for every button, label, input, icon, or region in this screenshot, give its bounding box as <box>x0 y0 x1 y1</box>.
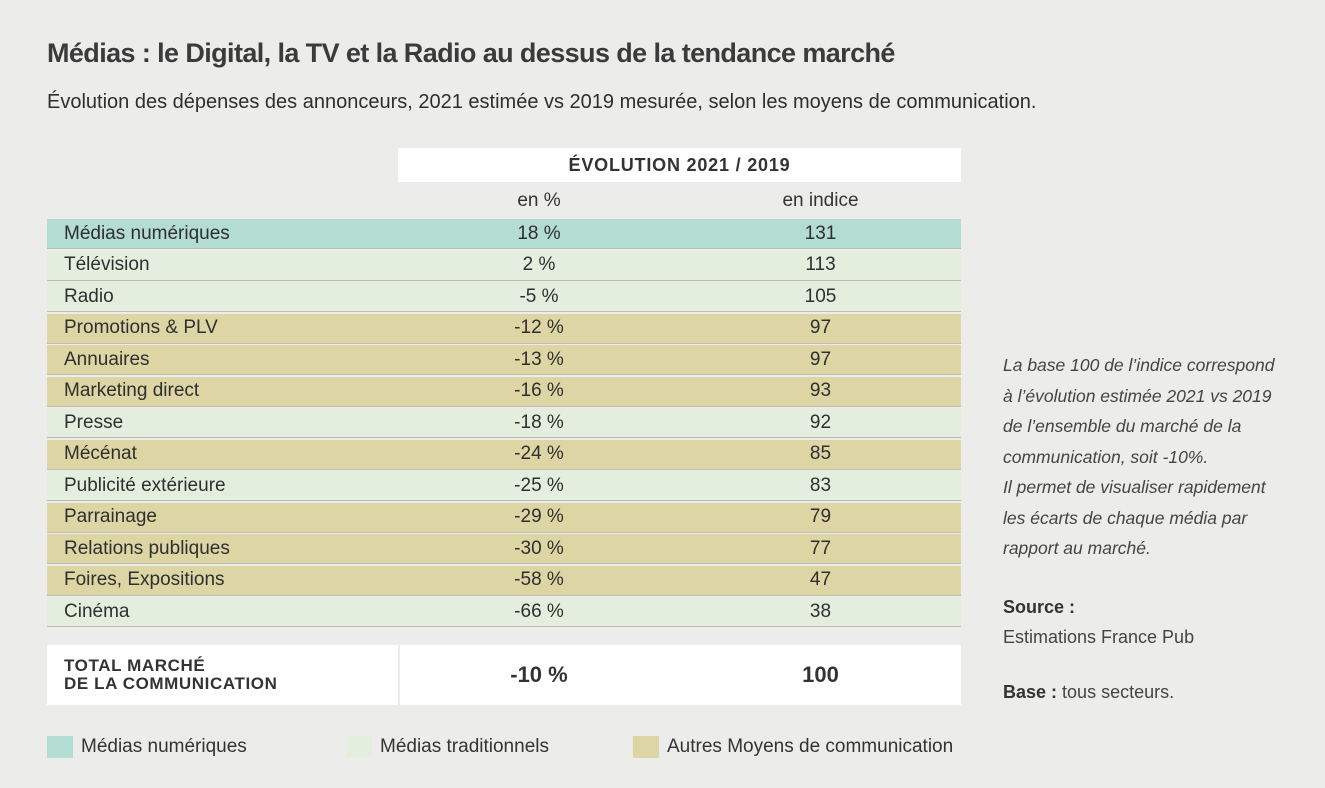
row-label: Mécénat <box>64 443 137 464</box>
source-value: Estimations France Pub <box>1003 627 1195 647</box>
total-label: TOTAL MARCHÉ DE LA COMMUNICATION <box>47 657 398 693</box>
legend-swatch-numeriques <box>47 736 73 758</box>
table-row: Annuaires -13 % 97 <box>47 345 961 375</box>
row-pct-value: -13 % <box>514 348 564 370</box>
row-label: Relations publiques <box>64 537 230 559</box>
total-label-line2: DE LA COMMUNICATION <box>64 674 278 693</box>
row-label: Foires, Expositions <box>64 569 225 590</box>
index-note: La base 100 de l’indice correspond à l’é… <box>1003 350 1303 564</box>
legend-item-autres: Autres Moyens de communication <box>633 736 953 758</box>
row-label: Médias numériques <box>64 222 230 244</box>
total-pct: -10 % <box>510 662 568 687</box>
total-label-line1: TOTAL MARCHÉ <box>64 656 206 675</box>
table-row: Cinéma -66 % 38 <box>47 597 961 627</box>
note-line: à l’évolution estimée 2021 vs 2019 <box>1003 385 1272 406</box>
legend-swatch-autres <box>633 736 659 758</box>
row-pct-value: 2 % <box>522 254 556 275</box>
row-pct-value: -66 % <box>514 600 564 622</box>
table-row: Promotions & PLV -12 % 97 <box>47 313 961 344</box>
total-row: TOTAL MARCHÉ DE LA COMMUNICATION -10 % 1… <box>47 645 961 705</box>
legend-label-numeriques: Médias numériques <box>81 736 247 757</box>
table-row: Parrainage -29 % 79 <box>47 502 961 533</box>
row-pct-value: -29 % <box>514 506 564 527</box>
row-pct-value: -12 % <box>514 317 564 338</box>
total-index: 100 <box>802 662 839 687</box>
row-pct-value: -30 % <box>514 537 564 559</box>
chart-subtitle: Évolution des dépenses des annonceurs, 2… <box>47 91 1037 113</box>
table-row: Publicité extérieure -25 % 83 <box>47 471 961 501</box>
row-index-value: 93 <box>809 380 832 401</box>
base-value: tous secteurs. <box>1062 682 1175 702</box>
note-line: communication, soit -10%. <box>1003 446 1209 467</box>
note-line: les écarts de chaque média par <box>1003 507 1248 528</box>
row-pct-value: -16 % <box>514 380 564 401</box>
column-header-pct: en % <box>517 190 561 211</box>
base-label: Base : <box>1003 682 1058 702</box>
legend-swatch-traditionnels <box>346 736 372 758</box>
row-index-value: 83 <box>809 474 832 496</box>
legend-label-autres: Autres Moyens de communication <box>667 736 954 757</box>
base-block: Base : tous secteurs. <box>1003 682 1174 703</box>
table-row: Relations publiques -30 % 77 <box>47 534 961 564</box>
total-separator <box>398 645 400 705</box>
row-index-value: 47 <box>809 569 832 590</box>
legend-label-traditionnels: Médias traditionnels <box>380 736 549 757</box>
table-row: Médias numériques 18 % 131 <box>47 219 961 249</box>
note-line: rapport au marché. <box>1003 538 1151 558</box>
table-row: Radio -5 % 105 <box>47 282 961 312</box>
row-index-value: 77 <box>809 537 832 559</box>
source-label: Source : <box>1003 597 1076 617</box>
row-label: Télévision <box>64 254 150 275</box>
row-label: Cinéma <box>64 600 130 622</box>
table-body: Médias numériques 18 % 131 Télévision 2 % 113… <box>47 219 961 629</box>
source-block: Source : Estimations France Pub <box>1003 592 1194 652</box>
row-pct-value: -24 % <box>514 443 564 464</box>
row-label: Marketing direct <box>64 380 200 401</box>
legend-item-traditionnels: Médias traditionnels <box>346 736 549 758</box>
table-row: Presse -18 % 92 <box>47 408 961 438</box>
row-pct-value: -5 % <box>519 285 559 307</box>
row-label: Radio <box>64 285 114 307</box>
row-label: Annuaires <box>64 348 150 370</box>
row-pct-value: -58 % <box>514 569 564 590</box>
table-row: Télévision 2 % 113 <box>47 250 961 281</box>
row-index-value: 97 <box>809 317 832 338</box>
row-index-value: 113 <box>805 254 836 275</box>
legend-item-numeriques: Médias numériques <box>47 736 247 758</box>
group-header: ÉVOLUTION 2021 / 2019 <box>398 148 961 182</box>
chart-title: Médias : le Digital, la TV et la Radio a… <box>47 38 895 68</box>
note-line: La base 100 de l’indice correspond <box>1003 355 1275 375</box>
row-index-value: 131 <box>804 222 837 244</box>
note-line: Il permet de visualiser rapidement <box>1003 477 1266 497</box>
table-row: Marketing direct -16 % 93 <box>47 376 961 407</box>
row-index-value: 85 <box>809 443 832 464</box>
row-index-value: 38 <box>809 600 832 622</box>
table-row: Foires, Expositions -58 % 47 <box>47 565 961 596</box>
row-pct-value: -25 % <box>514 474 564 496</box>
row-index-value: 79 <box>809 506 832 527</box>
note-line: de l’ensemble du marché de la <box>1003 416 1242 436</box>
table-row: Mécénat -24 % 85 <box>47 439 961 470</box>
row-label: Parrainage <box>64 506 157 527</box>
row-index-value: 97 <box>809 348 832 370</box>
row-index-value: 105 <box>804 285 837 307</box>
row-pct-value: -18 % <box>514 411 564 433</box>
row-index-value: 92 <box>809 411 832 433</box>
row-label: Presse <box>64 411 124 433</box>
row-label: Promotions & PLV <box>64 317 218 338</box>
column-header-index: en indice <box>782 190 859 211</box>
row-label: Publicité extérieure <box>64 474 226 496</box>
row-pct-value: 18 % <box>517 222 561 244</box>
